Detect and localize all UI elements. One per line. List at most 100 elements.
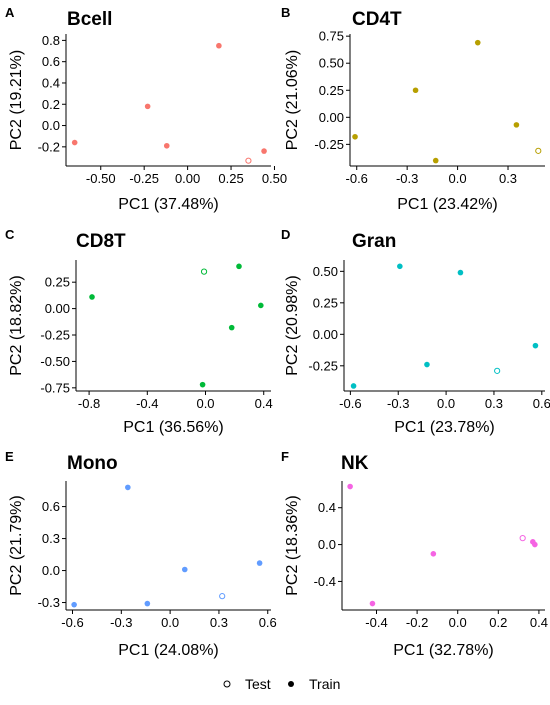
train-point	[513, 122, 520, 128]
y-tick-label: 0.25	[313, 295, 338, 310]
x-tick-label: -0.8	[78, 396, 100, 411]
panel-title: CD8T	[76, 231, 126, 252]
train-point	[256, 560, 263, 566]
x-tick-label: 0.00	[175, 171, 200, 186]
x-axis-label: PC1 (32.78%)	[393, 642, 494, 659]
panel-title: Bcell	[67, 9, 112, 30]
y-tick-label: 0.8	[42, 33, 60, 48]
panel-letter: E	[5, 449, 14, 464]
x-tick-label: 0.4	[530, 615, 548, 630]
train-point	[261, 148, 267, 154]
x-tick-label: 0.0	[449, 171, 467, 186]
legend-train-marker	[288, 681, 294, 687]
train-point	[236, 263, 242, 270]
panel-bcell: A Bcell -0.50 -0.25 0.00 0.25 0.50 -0.2 0.0 0.2 0.…	[5, 5, 287, 213]
x-axis-label: PC1 (36.56%)	[123, 419, 224, 436]
y-tick-label: 0.25	[45, 275, 70, 290]
y-tick-label: 0.0	[42, 118, 60, 133]
x-tick-label: 0.3	[499, 171, 517, 186]
train-point	[347, 483, 353, 490]
x-tick-label: -0.6	[61, 615, 83, 630]
y-tick-label: 0.6	[42, 54, 60, 69]
y-tick-label: 0.4	[318, 500, 336, 515]
y-tick-label: -0.25	[308, 358, 338, 373]
train-point	[457, 269, 464, 276]
x-tick-label: -0.6	[346, 171, 368, 186]
y-tick-label: -0.3	[38, 595, 60, 610]
train-point	[412, 87, 419, 94]
train-point	[432, 157, 439, 164]
x-tick-label: -0.2	[406, 615, 428, 630]
train-point	[89, 294, 95, 300]
train-point	[474, 39, 481, 46]
x-tick-label: 0.0	[449, 615, 467, 630]
x-tick-label: 0.6	[533, 396, 550, 411]
x-tick-label: 0.50	[262, 171, 287, 186]
y-tick-label: 0.0	[318, 537, 336, 552]
train-point	[430, 550, 437, 557]
x-tick-label: 0.25	[218, 171, 243, 186]
train-point	[532, 342, 539, 349]
panel-gran: D Gran -0.6 -0.3 0.0 0.3 0.6 -0.25 0.00 0.25 0.50 P…	[281, 227, 550, 436]
panel-title: NK	[341, 453, 369, 474]
x-tick-label: 0.2	[489, 615, 507, 630]
y-axis-label: PC2 (21.06%)	[284, 50, 301, 151]
y-tick-label: 0.4	[42, 75, 60, 90]
panel-cd8t: C CD8T -0.8 -0.4 0.0 0.4 -0.75 -0.50 -0.25 0.00 0.…	[5, 227, 273, 436]
train-point	[199, 381, 206, 388]
x-tick-label: -0.25	[129, 171, 159, 186]
y-tick-label: 0.6	[42, 499, 60, 514]
x-tick-label: -0.50	[86, 171, 116, 186]
train-point	[532, 541, 538, 548]
legend-train-label: Train	[309, 676, 340, 692]
test-point	[200, 268, 208, 275]
y-tick-label: 0.00	[45, 301, 70, 316]
y-tick-label: -0.50	[40, 354, 70, 369]
y-tick-label: 0.75	[319, 29, 344, 44]
y-axis-label: PC2 (21.79%)	[8, 495, 25, 596]
x-tick-label: 0.4	[255, 396, 273, 411]
y-tick-label: 0.00	[319, 110, 344, 125]
y-axis-label: PC2 (19.21%)	[8, 50, 25, 151]
test-point	[494, 367, 501, 374]
x-tick-label: -0.3	[387, 396, 409, 411]
train-point	[228, 324, 235, 331]
y-tick-label: 0.25	[319, 83, 344, 98]
x-tick-label: -0.4	[365, 615, 387, 630]
x-axis-label: PC1 (24.08%)	[118, 642, 219, 659]
y-axis-label: PC2 (18.36%)	[284, 495, 301, 596]
panel-letter: F	[281, 449, 289, 464]
train-point	[352, 133, 358, 140]
y-tick-label: 0.2	[42, 97, 60, 112]
x-axis-label: PC1 (23.42%)	[397, 196, 498, 213]
x-axis-label: PC1 (37.48%)	[118, 196, 219, 213]
train-point	[424, 361, 430, 368]
train-point	[258, 302, 264, 309]
test-point	[535, 147, 542, 154]
panel-letter: C	[5, 227, 15, 242]
y-tick-label: 0.0	[42, 563, 60, 578]
legend-test-label: Test	[245, 676, 271, 692]
test-point	[219, 593, 226, 600]
train-point	[181, 566, 188, 573]
panel-title: Gran	[352, 231, 396, 252]
panel-letter: A	[5, 5, 15, 20]
y-tick-label: 0.50	[313, 264, 338, 279]
x-tick-label: 0.3	[485, 396, 503, 411]
x-tick-label: 0.0	[161, 615, 179, 630]
x-tick-label: -0.3	[396, 171, 418, 186]
panels: A Bcell -0.50 -0.25 0.00 0.25 0.50 -0.2 0.0 0.2 0.…	[5, 5, 550, 659]
x-tick-label: 0.0	[196, 396, 214, 411]
panel-title: Mono	[67, 453, 118, 474]
y-tick-label: 0.00	[313, 327, 338, 342]
train-point	[144, 600, 151, 607]
y-tick-label: -0.25	[40, 328, 70, 343]
test-point	[519, 535, 526, 542]
legend-test-marker	[223, 680, 231, 688]
y-axis-label: PC2 (18.82%)	[8, 275, 25, 376]
train-point	[163, 142, 170, 149]
x-tick-label: -0.3	[110, 615, 132, 630]
x-tick-label: -0.6	[339, 396, 361, 411]
y-tick-label: -0.25	[314, 137, 344, 152]
